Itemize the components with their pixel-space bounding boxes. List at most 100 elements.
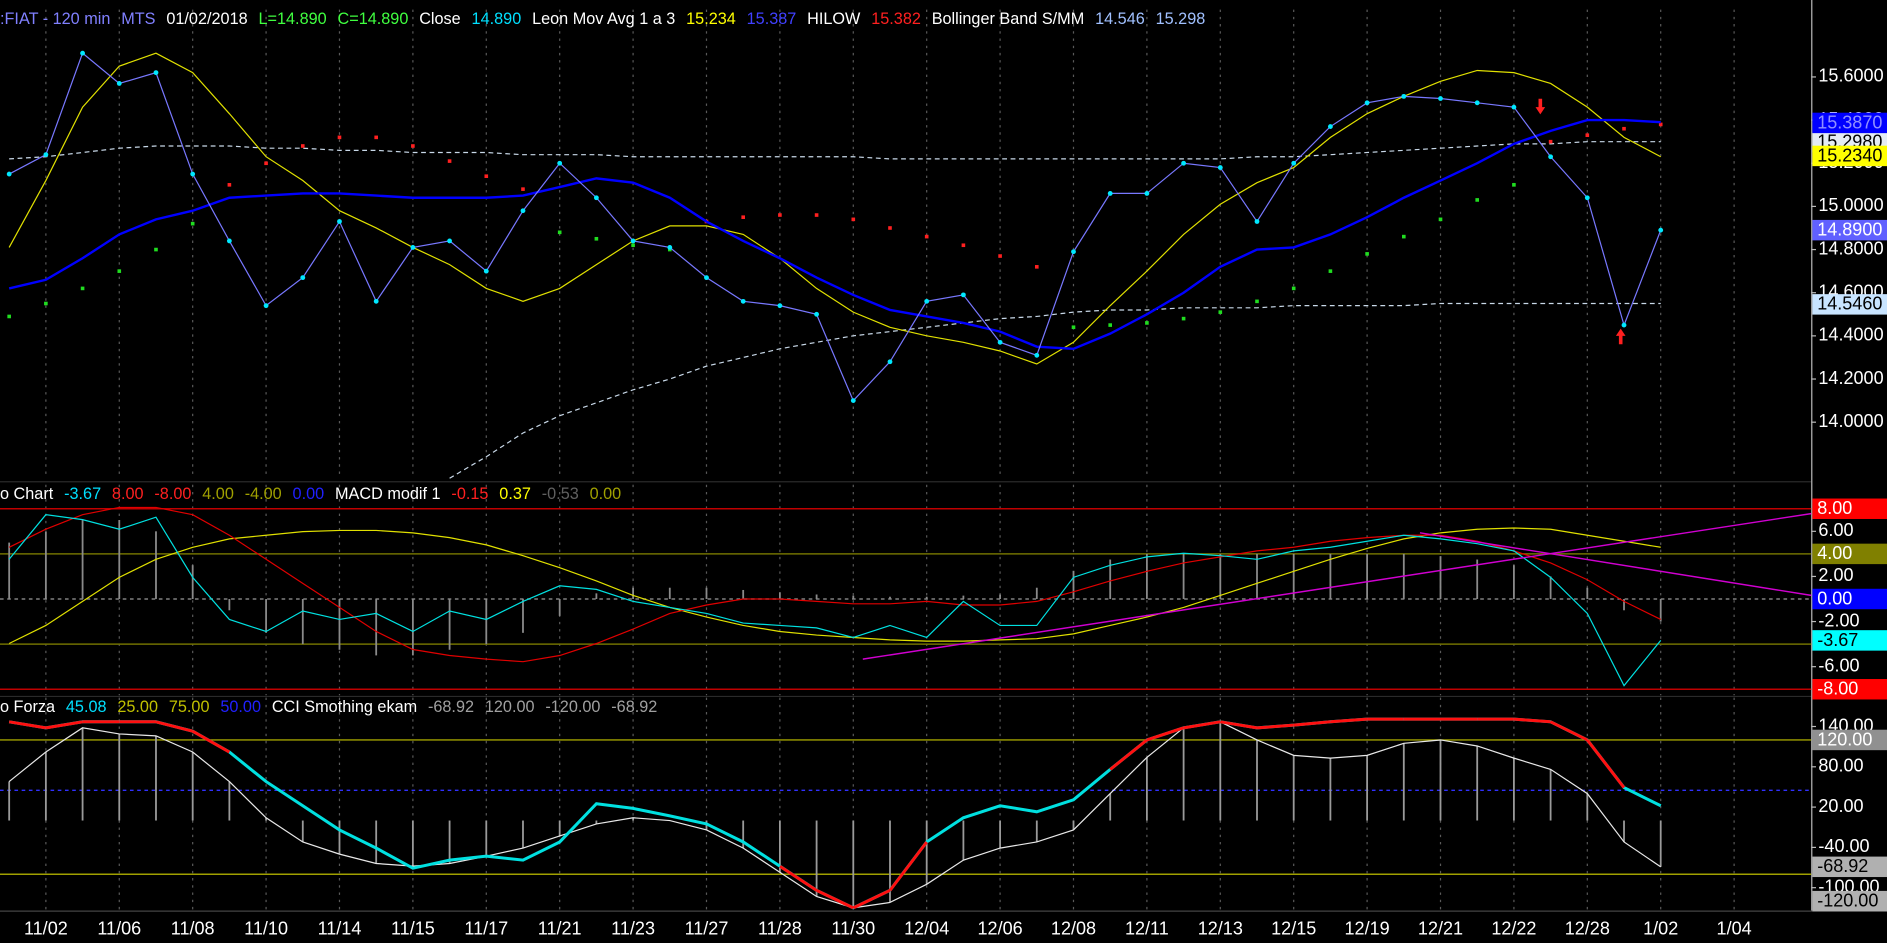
price-dot: [226, 238, 232, 244]
price-dot: [593, 195, 599, 201]
y-tick-label: 6.00: [1818, 520, 1853, 540]
extreme-segment: [1183, 720, 1221, 730]
value-tag: [1812, 543, 1887, 565]
header-item: C=14.890: [337, 10, 408, 28]
extreme-segment: [1513, 717, 1551, 724]
x-tick-label: 12/06: [978, 919, 1023, 939]
hilow-dot: [631, 243, 635, 248]
price-dot: [1438, 96, 1443, 101]
price-dot: [557, 160, 563, 166]
hilow-dot: [447, 159, 452, 163]
value-tag: [1812, 498, 1887, 519]
price-dot: [1217, 165, 1223, 170]
price-dot: [1034, 352, 1040, 358]
indicator-line: [9, 141, 1661, 160]
value-tag: [1812, 145, 1887, 167]
hilow-dot: [1255, 299, 1259, 304]
value-tag: [1812, 630, 1887, 651]
header-item: 15.382: [871, 10, 921, 28]
price-dot: [483, 268, 489, 274]
header-item: -3.67: [64, 485, 101, 503]
header-item: 50.00: [220, 698, 261, 716]
header-item: Bollinger Band S/MM: [932, 10, 1085, 28]
price-dot: [887, 359, 893, 365]
x-tick-label: 12/21: [1418, 919, 1463, 939]
hilow-dot: [1218, 310, 1223, 314]
header-item: -0.15: [451, 485, 488, 503]
header-item: MACD modif 1: [335, 485, 441, 503]
header-item: -0.53: [542, 485, 579, 503]
hilow-dot: [1622, 126, 1626, 131]
header-item: -120.00: [545, 698, 600, 716]
price-dot: [667, 245, 673, 250]
extreme-segment: [191, 729, 231, 754]
header-item: 0.00: [590, 485, 622, 503]
y-tick-label: 80.00: [1818, 756, 1863, 776]
hilow-dot: [484, 174, 489, 179]
price-dot: [924, 298, 930, 304]
hilow-dot: [961, 243, 966, 248]
price-dot: [337, 219, 342, 224]
value-tag: [1812, 588, 1887, 610]
header-item: 4.00: [202, 485, 234, 503]
price-dot: [1474, 100, 1480, 106]
value-tag: [1812, 890, 1887, 912]
hilow-dot: [778, 213, 782, 217]
price-dot: [116, 81, 122, 86]
hilow-dot: [1145, 321, 1149, 325]
y-tick-label: -6.00: [1818, 655, 1859, 675]
extreme-segment: [1256, 723, 1294, 730]
indicator-line: [8, 721, 1662, 909]
price-dot: [447, 238, 452, 244]
header-item: 8.00: [112, 485, 144, 503]
header-item: Leon Mov Avg 1 a 3: [532, 10, 675, 28]
indicator-line: [8, 52, 1662, 365]
indicator-line: [8, 118, 1661, 351]
price-dot: [263, 303, 269, 309]
extreme-segment: [8, 720, 47, 730]
extreme-segment: [1220, 720, 1258, 730]
extreme-segment: [1586, 739, 1626, 789]
hilow-dot: [44, 301, 48, 306]
value-tag-label: 120.00: [1817, 729, 1872, 749]
x-tick-label: 1/04: [1717, 919, 1752, 939]
hilow-dot: [998, 254, 1002, 258]
x-tick-label: 12/08: [1051, 919, 1096, 939]
value-tag: [1812, 294, 1887, 315]
y-tick-label: 14.2000: [1818, 368, 1883, 388]
price-dot: [410, 245, 416, 250]
hilow-dot: [227, 183, 232, 187]
trend-line: [1419, 532, 1812, 597]
extreme-segment: [155, 720, 194, 733]
extreme-segment: [815, 889, 854, 910]
header-item: -4.00: [245, 485, 282, 503]
hilow-dot: [411, 144, 415, 148]
price-dot: [1144, 191, 1150, 196]
hilow-dot: [1585, 133, 1590, 138]
y-tick-label: 14.4000: [1818, 325, 1883, 345]
x-tick-label: 11/02: [24, 919, 68, 939]
price-dot: [814, 311, 819, 317]
extreme-segment: [779, 864, 818, 892]
price-dot: [740, 298, 746, 304]
header-item: o Forza: [0, 698, 56, 716]
x-tick-label: 11/06: [97, 919, 141, 939]
header-item: 01/02/2018: [166, 10, 247, 28]
x-tick-label: 11/28: [758, 919, 802, 939]
x-tick-label: 12/28: [1565, 919, 1610, 939]
x-tick-label: 11/17: [464, 919, 508, 939]
header-item: -8.00: [154, 485, 191, 503]
hilow-dot: [1034, 265, 1039, 269]
header-item: 120.00: [485, 698, 535, 716]
hilow-dot: [300, 144, 305, 148]
hilow-dot: [1512, 183, 1516, 187]
hilow-dot: [1071, 325, 1076, 330]
price-dot: [373, 298, 379, 304]
x-tick-label: 11/23: [611, 919, 655, 939]
header-item: 0.00: [293, 485, 325, 503]
header-item: 0.37: [499, 485, 531, 503]
indicator-line: [8, 514, 1662, 687]
value-tag-label: 0.00: [1817, 588, 1852, 608]
